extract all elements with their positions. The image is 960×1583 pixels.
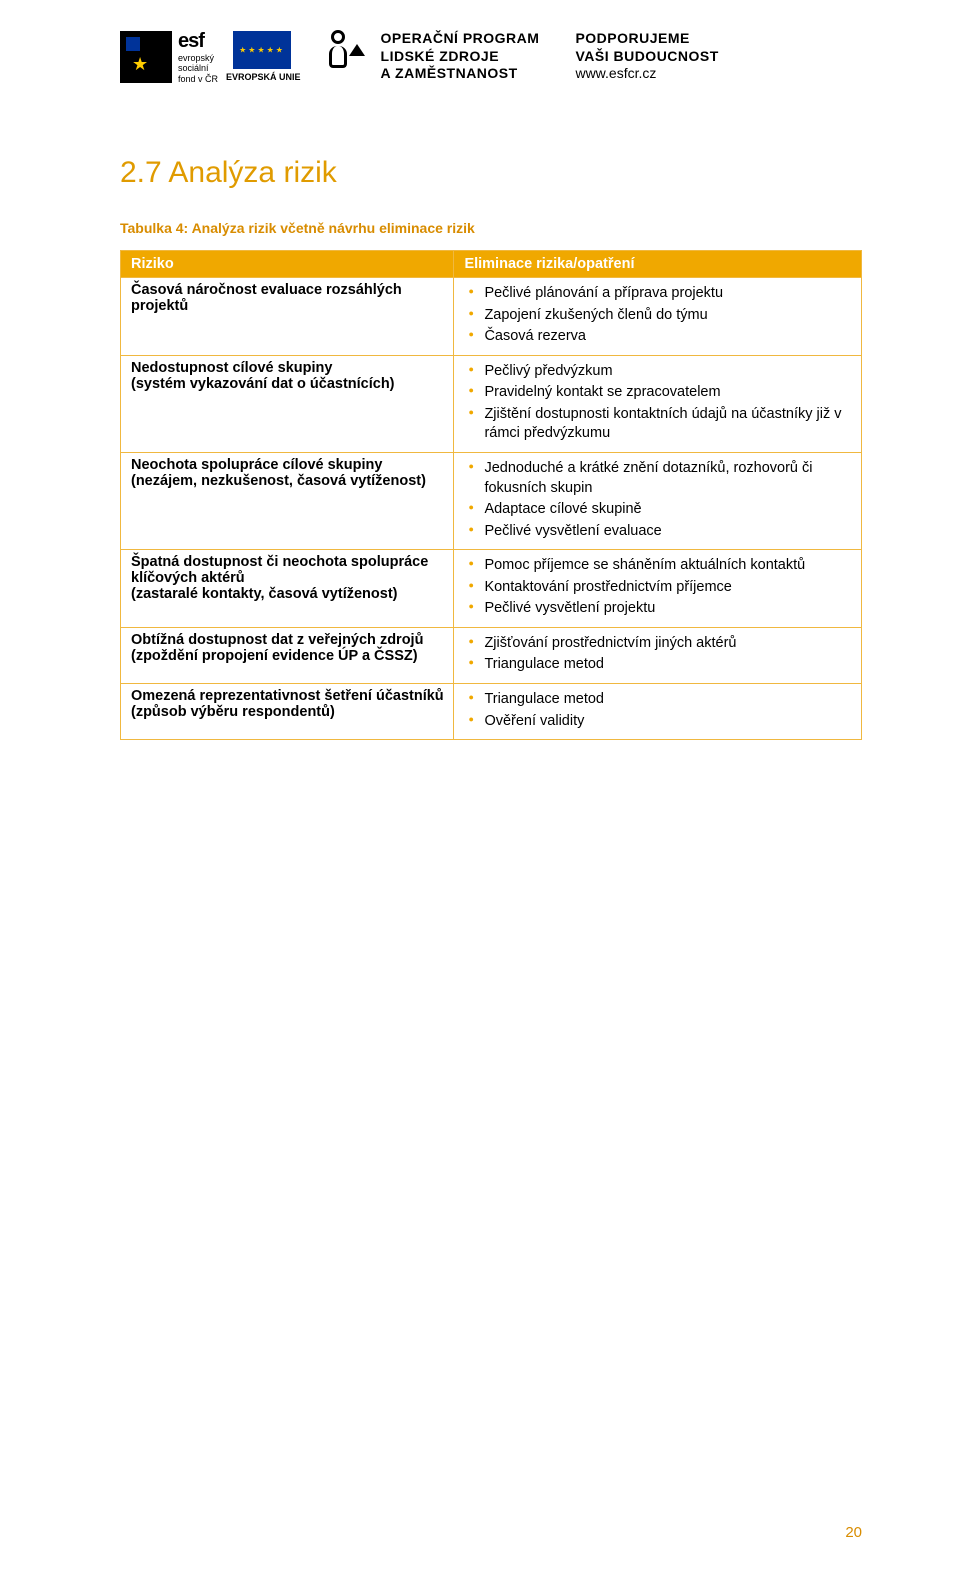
measures-cell: Pečlivý předvýzkumPravidelný kontakt se … bbox=[454, 355, 862, 452]
person-arrow-icon bbox=[327, 30, 367, 80]
measures-cell: Zjišťování prostřednictvím jiných aktérů… bbox=[454, 627, 862, 683]
measures-cell: Triangulace metodOvěření validity bbox=[454, 684, 862, 740]
table-row: Časová náročnost evaluace rozsáhlýchproj… bbox=[121, 278, 862, 356]
col-riziko: Riziko bbox=[121, 251, 454, 278]
measures-cell: Pečlivé plánování a příprava projektuZap… bbox=[454, 278, 862, 356]
eu-flag-icon bbox=[232, 30, 292, 70]
table-row: Obtížná dostupnost dat z veřejných zdroj… bbox=[121, 627, 862, 683]
table-row: Nedostupnost cílové skupiny(systém vykaz… bbox=[121, 355, 862, 452]
list-item: Pravidelný kontakt se zpracovatelem bbox=[464, 383, 853, 403]
risk-line: Nedostupnost cílové skupiny bbox=[131, 360, 445, 376]
section-heading: 2.7 Analýza rizik bbox=[120, 156, 862, 190]
list-item: Kontaktování prostřednictvím příjemce bbox=[464, 578, 853, 598]
risk-line: (způsob výběru respondentů) bbox=[131, 704, 445, 720]
list-item: Triangulace metod bbox=[464, 655, 853, 675]
support-url: www.esfcr.cz bbox=[575, 65, 718, 83]
list-item: Triangulace metod bbox=[464, 690, 853, 710]
risk-line: (zpoždění propojení evidence ÚP a ČSSZ) bbox=[131, 648, 445, 664]
risk-line: projektů bbox=[131, 298, 445, 314]
list-item: Pečlivé vysvětlení projektu bbox=[464, 599, 853, 619]
esf-line-3: fond v ČR bbox=[178, 74, 218, 84]
op-line-2: LIDSKÉ ZDROJE bbox=[381, 48, 540, 66]
op-program-text: OPERAČNÍ PROGRAM LIDSKÉ ZDROJE A ZAMĚSTN… bbox=[381, 30, 540, 83]
measures-list: Triangulace metodOvěření validity bbox=[464, 690, 853, 731]
measures-list: Zjišťování prostřednictvím jiných aktérů… bbox=[464, 634, 853, 675]
risk-cell: Nedostupnost cílové skupiny(systém vykaz… bbox=[121, 355, 454, 452]
risk-line: Časová náročnost evaluace rozsáhlých bbox=[131, 282, 445, 298]
list-item: Jednoduché a krátké znění dotazníků, roz… bbox=[464, 459, 853, 498]
risk-line: klíčových aktérů bbox=[131, 570, 445, 586]
op-line-1: OPERAČNÍ PROGRAM bbox=[381, 30, 540, 48]
table-header-row: Riziko Eliminace rizika/opatření bbox=[121, 251, 862, 278]
measures-list: Pečlivý předvýzkumPravidelný kontakt se … bbox=[464, 362, 853, 444]
list-item: Pečlivé vysvětlení evaluace bbox=[464, 522, 853, 542]
esf-line-2: sociální bbox=[178, 63, 218, 73]
list-item: Adaptace cílové skupině bbox=[464, 500, 853, 520]
esf-logo: ★ esf evropský sociální fond v ČR bbox=[120, 30, 218, 84]
list-item: Pečlivé plánování a příprava projektu bbox=[464, 284, 853, 304]
list-item: Zjišťování prostřednictvím jiných aktérů bbox=[464, 634, 853, 654]
measures-cell: Pomoc příjemce se sháněním aktuálních ko… bbox=[454, 550, 862, 628]
support-line-2: VAŠI BUDOUCNOST bbox=[575, 48, 718, 66]
risk-line: (zastaralé kontakty, časová vytíženost) bbox=[131, 586, 445, 602]
table-caption: Tabulka 4: Analýza rizik včetně návrhu e… bbox=[120, 220, 862, 236]
risk-cell: Časová náročnost evaluace rozsáhlýchproj… bbox=[121, 278, 454, 356]
list-item: Ověření validity bbox=[464, 712, 853, 732]
risk-cell: Špatná dostupnost či neochota spolupráce… bbox=[121, 550, 454, 628]
list-item: Zjištění dostupnosti kontaktních údajů n… bbox=[464, 405, 853, 444]
risk-line: Špatná dostupnost či neochota spolupráce bbox=[131, 554, 445, 570]
list-item: Časová rezerva bbox=[464, 327, 853, 347]
risk-table: Riziko Eliminace rizika/opatření Časová … bbox=[120, 250, 862, 740]
measures-list: Pečlivé plánování a příprava projektuZap… bbox=[464, 284, 853, 347]
page-number: 20 bbox=[845, 1524, 862, 1541]
measures-cell: Jednoduché a krátké znění dotazníků, roz… bbox=[454, 452, 862, 549]
table-row: Špatná dostupnost či neochota spolupráce… bbox=[121, 550, 862, 628]
list-item: Pečlivý předvýzkum bbox=[464, 362, 853, 382]
esf-icon: ★ bbox=[120, 31, 172, 83]
op-line-3: A ZAMĚSTNANOST bbox=[381, 65, 540, 83]
risk-cell: Omezená reprezentativnost šetření účastn… bbox=[121, 684, 454, 740]
page: ★ esf evropský sociální fond v ČR EVROPS… bbox=[0, 0, 960, 1583]
measures-list: Jednoduché a krátké znění dotazníků, roz… bbox=[464, 459, 853, 541]
risk-line: (systém vykazování dat o účastnících) bbox=[131, 376, 445, 392]
risk-cell: Obtížná dostupnost dat z veřejných zdroj… bbox=[121, 627, 454, 683]
logo-header: ★ esf evropský sociální fond v ČR EVROPS… bbox=[120, 30, 862, 116]
table-row: Neochota spolupráce cílové skupiny(nezáj… bbox=[121, 452, 862, 549]
risk-line: Obtížná dostupnost dat z veřejných zdroj… bbox=[131, 632, 445, 648]
col-eliminace: Eliminace rizika/opatření bbox=[454, 251, 862, 278]
risk-line: Neochota spolupráce cílové skupiny bbox=[131, 457, 445, 473]
list-item: Zapojení zkušených členů do týmu bbox=[464, 306, 853, 326]
esf-brand: esf bbox=[178, 30, 218, 53]
eu-label: EVROPSKÁ UNIE bbox=[226, 72, 301, 82]
esf-line-1: evropský bbox=[178, 53, 218, 63]
eu-logo: EVROPSKÁ UNIE bbox=[226, 30, 301, 82]
risk-cell: Neochota spolupráce cílové skupiny(nezáj… bbox=[121, 452, 454, 549]
support-line-1: PODPORUJEME bbox=[575, 30, 718, 48]
list-item: Pomoc příjemce se sháněním aktuálních ko… bbox=[464, 556, 853, 576]
esf-text: esf evropský sociální fond v ČR bbox=[178, 30, 218, 84]
support-text: PODPORUJEME VAŠI BUDOUCNOST www.esfcr.cz bbox=[575, 30, 718, 83]
risk-line: Omezená reprezentativnost šetření účastn… bbox=[131, 688, 445, 704]
risk-line: (nezájem, nezkušenost, časová vytíženost… bbox=[131, 473, 445, 489]
table-row: Omezená reprezentativnost šetření účastn… bbox=[121, 684, 862, 740]
measures-list: Pomoc příjemce se sháněním aktuálních ko… bbox=[464, 556, 853, 619]
